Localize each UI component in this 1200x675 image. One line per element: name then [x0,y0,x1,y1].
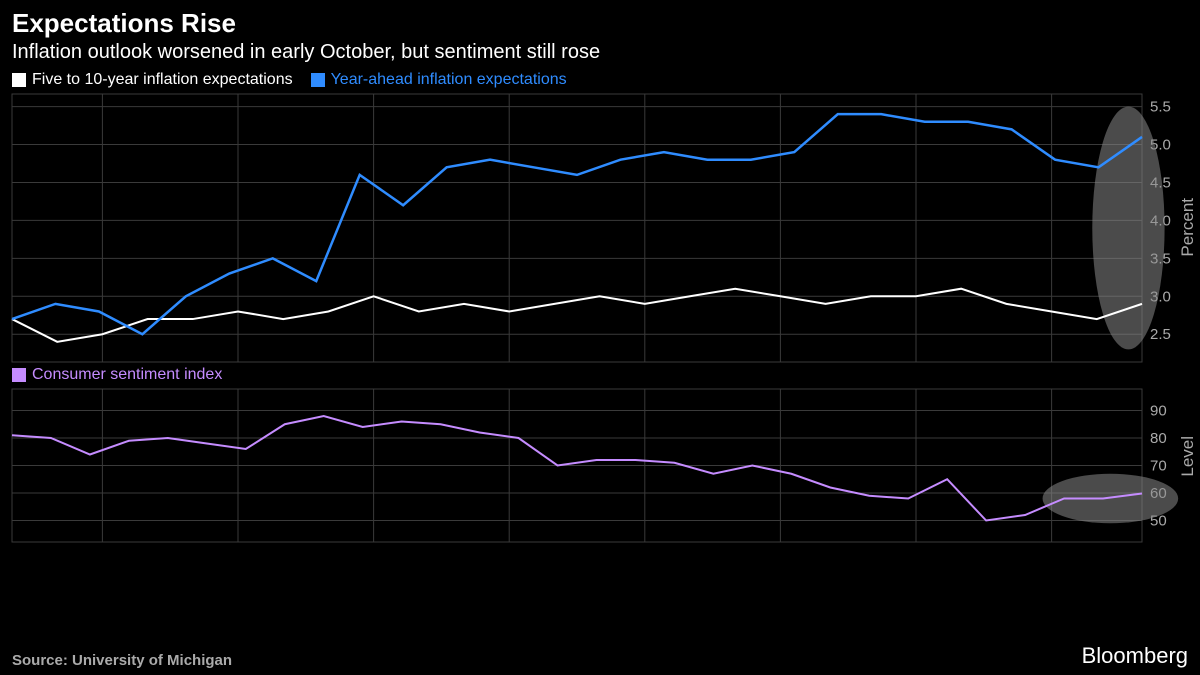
series-line [12,416,1142,521]
y-tick-label: 5.5 [1150,99,1171,116]
legend-bottom: Consumer sentiment index [0,363,1200,388]
legend-label: Consumer sentiment index [32,366,222,384]
source-text: Source: University of Michigan [12,652,232,669]
y-axis-label-bottom: Level [1178,436,1198,477]
y-axis-label-top: Percent [1178,198,1198,257]
legend-item: Year-ahead inflation expectations [311,71,567,89]
chart-footer: Source: University of Michigan Bloomberg [12,643,1188,669]
chart-bottom: 5060708090 Level [0,388,1200,543]
legend-label: Year-ahead inflation expectations [331,71,567,89]
series-line [12,114,1142,334]
legend-swatch [12,368,26,382]
legend-label: Five to 10-year inflation expectations [32,71,293,89]
chart-title: Expectations Rise [0,0,1200,39]
brand-text: Bloomberg [1082,643,1188,669]
x-axis [0,543,1200,593]
y-tick-label: 70 [1150,458,1167,475]
legend-item: Consumer sentiment index [12,366,222,384]
legend-item: Five to 10-year inflation expectations [12,71,293,89]
y-tick-label: 80 [1150,430,1167,447]
legend-top: Five to 10-year inflation expectations Ye… [0,68,1200,93]
highlight-ellipse [1092,107,1164,350]
y-tick-label: 90 [1150,403,1167,420]
y-tick-label: 2.5 [1150,326,1171,343]
chart-top: 2.53.03.54.04.55.05.5 Percent [0,93,1200,363]
chart-subtitle: Inflation outlook worsened in early Octo… [0,39,1200,68]
legend-swatch [311,73,325,87]
legend-swatch [12,73,26,87]
